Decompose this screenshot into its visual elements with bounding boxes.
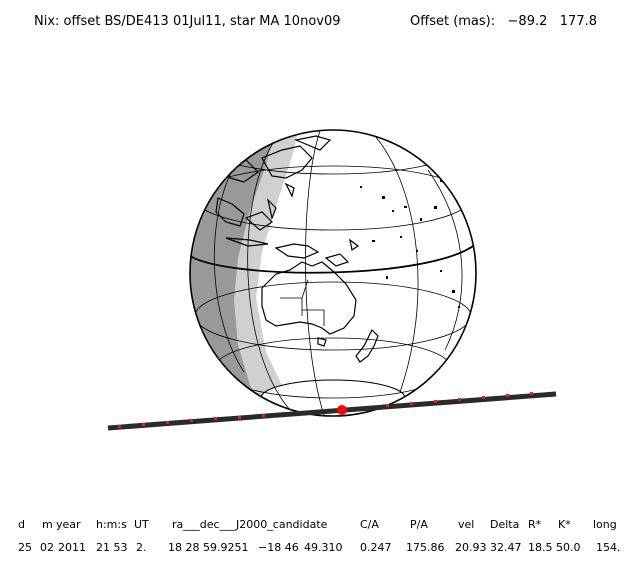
pacific-islands	[360, 180, 460, 308]
event-table: d m year h:m:s UT ra___dec___J2000_candi…	[0, 512, 643, 562]
header-ut: UT	[134, 518, 149, 531]
value-seconds: 2.	[136, 541, 147, 554]
equator-line	[190, 243, 476, 274]
australia-coast	[261, 261, 357, 335]
header-hms: h:m:s	[96, 518, 127, 531]
event-point	[337, 405, 347, 415]
shadow-path-ticks	[118, 392, 533, 428]
value-kstar: 50.0	[556, 541, 581, 554]
value-dec: −18 46	[258, 541, 299, 554]
header-delta: Delta	[490, 518, 520, 531]
value-ca: 0.247	[360, 541, 392, 554]
header-kstar: K*	[558, 518, 571, 531]
value-year: 2011	[58, 541, 86, 554]
shadow-path	[107, 391, 557, 431]
header-d: d	[18, 518, 25, 531]
value-pa: 175.86	[406, 541, 445, 554]
plot-title: Nix: offset BS/DE413 01Jul11, star MA 10…	[34, 14, 341, 29]
header-long: long	[593, 518, 617, 531]
value-delta: 32.47	[490, 541, 522, 554]
value-dec-seconds: 49.310	[304, 541, 343, 554]
globe-outline	[189, 129, 477, 417]
header-rstar: R*	[528, 518, 542, 531]
shadow-path-band	[107, 391, 557, 431]
new-zealand-coast	[355, 328, 379, 363]
value-rstar: 18.5	[528, 541, 553, 554]
header-vel: vel	[458, 518, 475, 531]
offset-label: Offset (mas):	[410, 14, 496, 29]
value-long: 154.	[596, 541, 621, 554]
value-vel: 20.93	[455, 541, 487, 554]
value-ra: 18 28 59.9251	[168, 541, 249, 554]
offset-y-value: 177.8	[559, 14, 597, 29]
globe-disc	[190, 130, 476, 416]
header-pa: P/A	[410, 518, 428, 531]
value-hm: 21 53	[96, 541, 128, 554]
header-radec: ra___dec___J2000_candidate	[172, 518, 328, 531]
offset-readout: Offset (mas): −89.2 177.8	[410, 14, 597, 29]
header-ca: C/A	[360, 518, 379, 531]
offset-x-value: −89.2	[507, 14, 548, 29]
header-year: year	[56, 518, 81, 531]
header-m: m	[42, 518, 53, 531]
new-guinea-coast	[274, 243, 320, 259]
value-day: 25	[18, 541, 32, 554]
value-month: 02	[40, 541, 54, 554]
